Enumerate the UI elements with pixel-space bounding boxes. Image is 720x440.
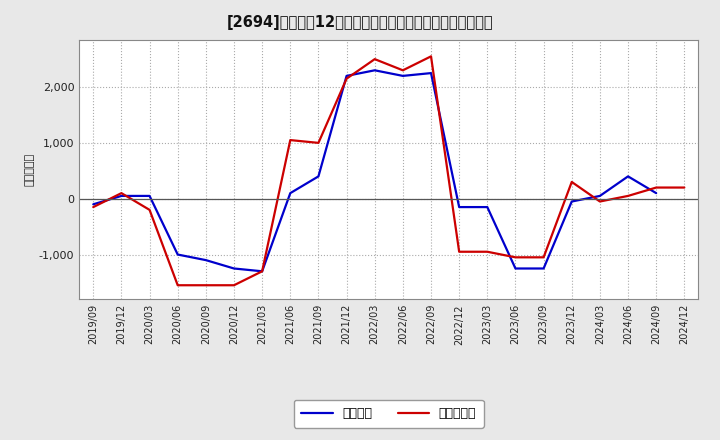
経常利益 [427,70,436,76]
経常利益 [89,202,98,207]
当期純利益 [455,249,464,254]
当期純利益 [174,282,182,288]
経常利益 [117,193,126,198]
経常利益 [145,193,154,198]
経常利益 [483,205,492,210]
当期純利益 [89,205,98,210]
当期純利益 [370,56,379,62]
当期純利益 [202,282,210,288]
当期純利益 [230,282,238,288]
経常利益 [511,266,520,271]
当期純利益 [624,193,632,198]
当期純利益 [567,180,576,185]
経常利益 [567,199,576,204]
経常利益 [370,68,379,73]
Line: 当期純利益: 当期純利益 [94,56,684,285]
経常利益 [455,205,464,210]
経常利益 [258,269,266,274]
Line: 経常利益: 経常利益 [94,70,656,271]
当期純利益 [258,269,266,274]
当期純利益 [595,199,604,204]
経常利益 [652,191,660,196]
当期純利益 [652,185,660,190]
経常利益 [174,252,182,257]
経常利益 [314,174,323,179]
経常利益 [624,174,632,179]
当期純利益 [145,207,154,213]
Text: [2694]　利益だ12か月移動合計の対前年同期増減額の推移: [2694] 利益だ12か月移動合計の対前年同期増減額の推移 [227,15,493,30]
当期純利益 [342,76,351,81]
当期純利益 [427,54,436,59]
当期純利益 [511,255,520,260]
経常利益 [202,257,210,263]
経常利益 [230,266,238,271]
経常利益 [342,73,351,78]
当期純利益 [117,191,126,196]
Y-axis label: （百万円）: （百万円） [24,153,35,186]
当期純利益 [483,249,492,254]
当期純利益 [286,137,294,143]
当期純利益 [680,185,688,190]
当期純利益 [399,68,408,73]
当期純利益 [539,255,548,260]
当期純利益 [314,140,323,146]
経常利益 [539,266,548,271]
経常利益 [286,191,294,196]
経常利益 [399,73,408,78]
経常利益 [595,193,604,198]
Legend: 経常利益, 当期純利益: 経常利益, 当期純利益 [294,400,484,428]
